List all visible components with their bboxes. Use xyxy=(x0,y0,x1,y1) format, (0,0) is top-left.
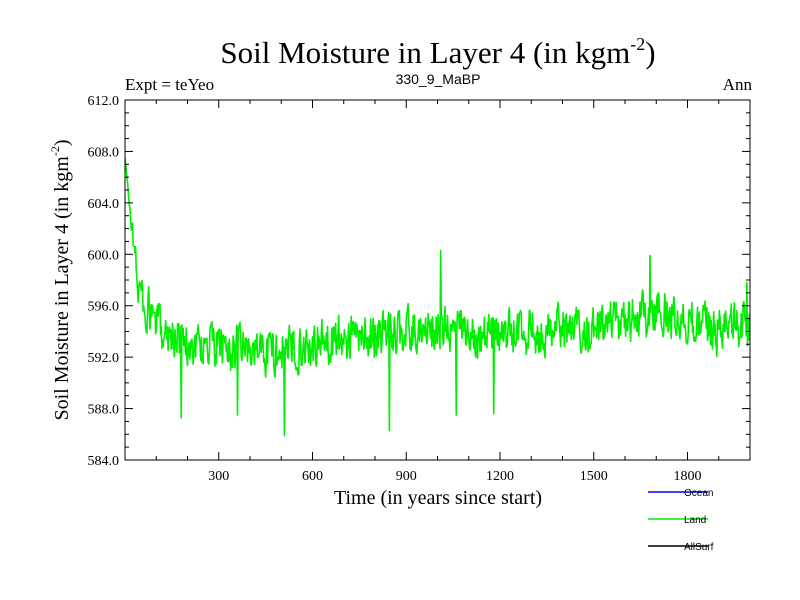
y-tick-label: 596.0 xyxy=(88,300,120,315)
plot-frame xyxy=(124,99,751,461)
x-tick-label: 300 xyxy=(208,469,229,484)
y-tick-label: 604.0 xyxy=(88,197,120,212)
y-tick-label: 600.0 xyxy=(88,248,120,263)
y-axis-label: Soil Moisture in Layer 4 (in kgm-2) xyxy=(48,139,73,420)
y-tick-label: 608.0 xyxy=(88,145,120,160)
chart-title: Soil Moisture in Layer 4 (in kgm-2) xyxy=(220,34,655,70)
subtitle-center: 330_9_MaBP xyxy=(396,71,481,87)
series-line-land xyxy=(125,157,750,437)
x-axis: 300 600 900 1200 1500 1800 xyxy=(155,100,720,484)
series-layer xyxy=(125,157,750,437)
x-axis-label: Time (in years since start) xyxy=(334,487,542,509)
legend-label: AllSurf xyxy=(684,542,714,553)
x-tick-label: 1500 xyxy=(580,469,608,484)
y-tick-label: 588.0 xyxy=(88,403,120,418)
x-tick-label: 600 xyxy=(302,469,323,484)
legend-label: Ocean xyxy=(684,488,713,499)
subtitle-left: Expt = teYeo xyxy=(125,75,214,94)
legend-label: Land xyxy=(684,515,706,526)
x-tick-label: 1800 xyxy=(674,469,702,484)
y-tick-label: 612.0 xyxy=(88,94,120,109)
x-tick-label: 900 xyxy=(396,469,417,484)
y-tick-label: 592.0 xyxy=(88,351,120,366)
legend: Ocean Land AllSurf xyxy=(648,488,714,553)
y-tick-label: 584.0 xyxy=(88,454,120,469)
y-axis: 584.0 588.0 592.0 596.0 600.0 604.0 608.0 612.0 xyxy=(88,94,750,469)
x-tick-label: 1200 xyxy=(486,469,514,484)
subtitle-right: Ann xyxy=(723,75,753,94)
